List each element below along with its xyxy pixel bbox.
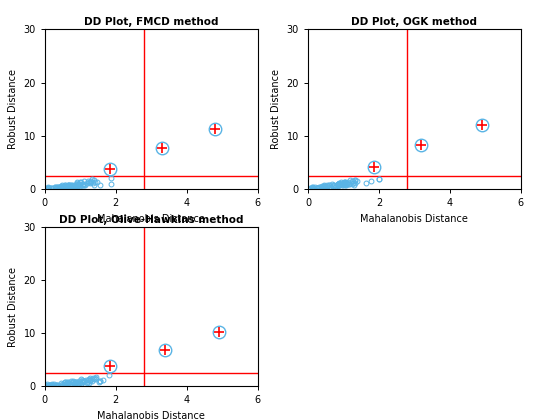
Title: DD Plot, FMCD method: DD Plot, FMCD method (84, 17, 218, 27)
X-axis label: Mahalanobis Distance: Mahalanobis Distance (97, 411, 205, 420)
Y-axis label: Robust Distance: Robust Distance (8, 69, 18, 149)
X-axis label: Mahalanobis Distance: Mahalanobis Distance (361, 214, 468, 223)
Title: DD Plot, Olive-Hawkins method: DD Plot, Olive-Hawkins method (59, 215, 244, 225)
Y-axis label: Robust Distance: Robust Distance (8, 267, 18, 346)
Title: DD Plot, OGK method: DD Plot, OGK method (352, 17, 477, 27)
Y-axis label: Robust Distance: Robust Distance (271, 69, 281, 149)
X-axis label: Mahalanobis Distance: Mahalanobis Distance (97, 214, 205, 223)
